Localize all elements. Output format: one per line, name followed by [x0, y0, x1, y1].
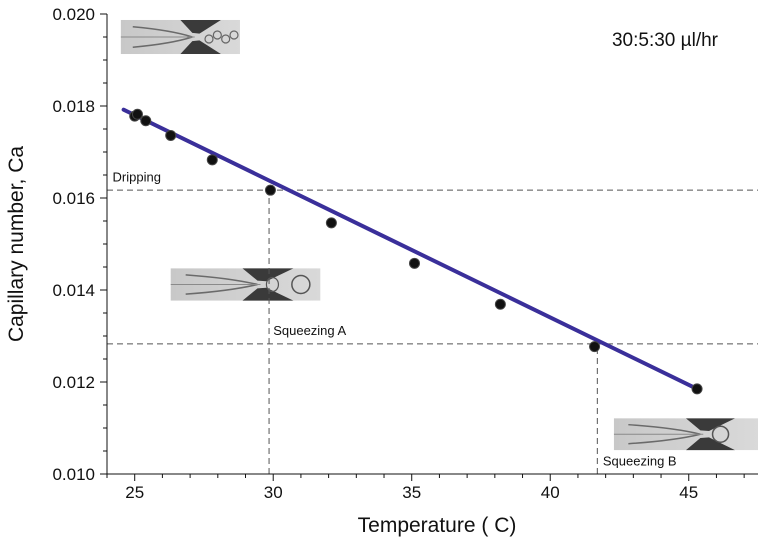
x-tick-label: 40: [541, 483, 560, 502]
data-point: [206, 154, 218, 166]
x-tick-label: 35: [402, 483, 421, 502]
side-channel-bottom: [132, 36, 193, 48]
reference-lines: [107, 189, 758, 474]
x-tick-label: 45: [679, 483, 698, 502]
channel-wall-bottom: [180, 40, 221, 55]
data-point: [165, 129, 177, 141]
y-tick-label: 0.012: [52, 373, 95, 392]
annotations: Dripping Squeezing A Squeezing B: [113, 169, 677, 468]
forming-droplet: [265, 276, 280, 293]
data-point: [325, 217, 337, 229]
inset-squeezing-b: [613, 418, 758, 451]
channel-wall-bottom: [685, 437, 735, 451]
ticks: 0.010 0.012 0.014 0.016 0.018 0.020 25 30 35 40 45: [52, 5, 745, 502]
flow-rate-label: 30:5:30 µl/hr: [612, 30, 719, 51]
x-axis-label: Temperature ( C): [358, 514, 517, 537]
inset-squeezing-a: [170, 268, 321, 301]
annotation-label: Squeezing A: [273, 323, 346, 338]
channel-wall-top: [242, 268, 294, 282]
side-channel-top: [628, 423, 701, 435]
side-channel-bottom: [628, 433, 701, 445]
data-point: [140, 115, 152, 127]
data-point: [408, 257, 420, 269]
channel-wall-top: [180, 19, 221, 34]
y-tick-label: 0.018: [52, 97, 95, 116]
data-point: [131, 108, 143, 120]
x-tick-label: 25: [125, 483, 144, 502]
series-fit-line: [121, 107, 700, 391]
droplet: [229, 30, 239, 40]
annotation-label: Dripping: [113, 169, 161, 184]
data-point: [494, 298, 506, 310]
side-channel-top: [132, 26, 193, 38]
droplet: [212, 30, 222, 40]
droplet: [204, 34, 214, 44]
droplet: [291, 274, 311, 295]
y-tick-label: 0.020: [52, 5, 95, 24]
annotation-label: Squeezing B: [603, 454, 677, 469]
inset-dripping: [120, 19, 240, 55]
x-tick-label: 30: [264, 483, 283, 502]
insets-layer: [120, 19, 758, 451]
y-tick-label: 0.010: [52, 465, 95, 484]
y-axis-label: Capillary number, Ca: [5, 146, 28, 342]
y-tick-label: 0.014: [52, 281, 95, 300]
droplet: [221, 34, 231, 44]
series: [121, 107, 703, 395]
data-point: [691, 383, 703, 395]
forming-droplet: [711, 425, 730, 443]
side-channel-bottom: [185, 283, 258, 295]
channel-wall-top: [685, 418, 735, 432]
data-point: [589, 341, 601, 353]
axes: [106, 14, 758, 475]
data-point: [264, 184, 276, 196]
y-tick-label: 0.016: [52, 189, 95, 208]
side-channel-top: [185, 274, 258, 286]
channel-wall-bottom: [242, 287, 294, 301]
